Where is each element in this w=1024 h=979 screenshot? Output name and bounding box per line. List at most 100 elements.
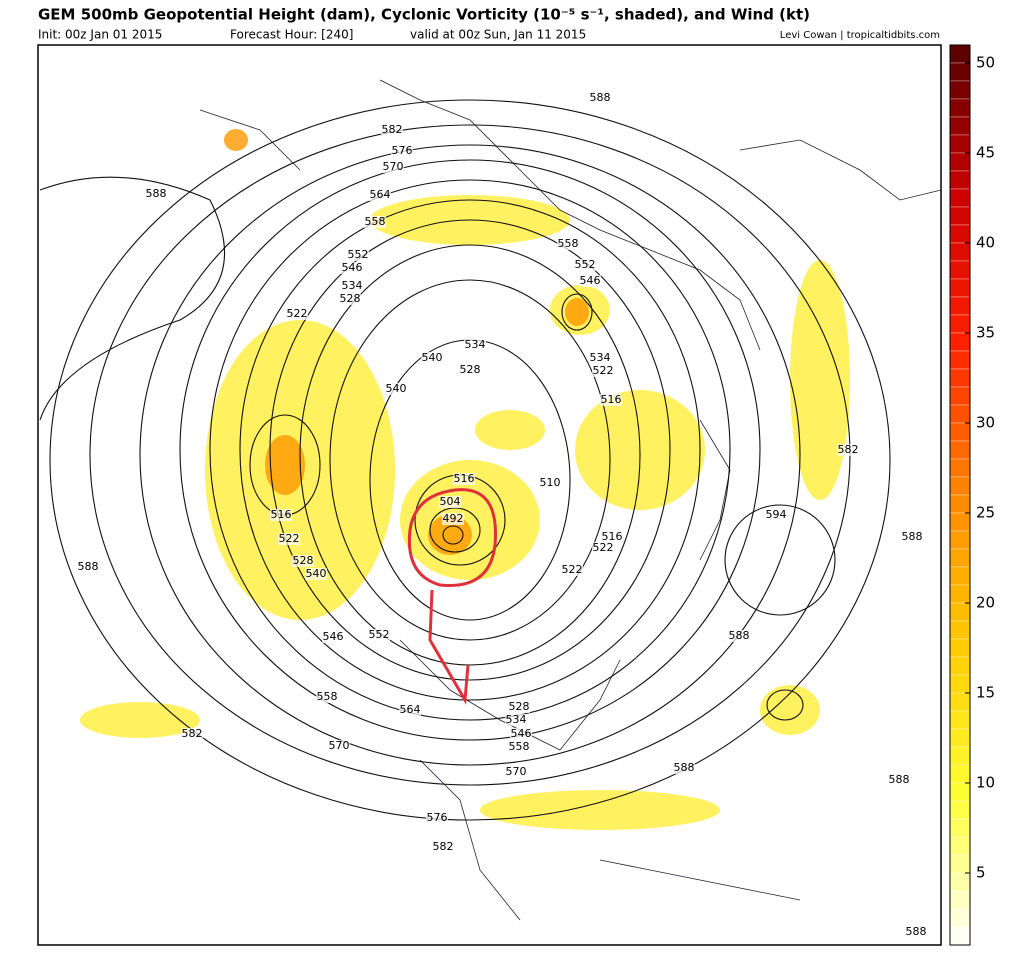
colorbar-step bbox=[949, 926, 971, 946]
title: GEM 500mb Geopotential Height (dam), Cyc… bbox=[38, 6, 810, 24]
label-bg bbox=[432, 841, 454, 853]
label-bg bbox=[382, 161, 404, 173]
credit: Levi Cowan | tropicaltidbits.com bbox=[780, 30, 940, 41]
contour-label: 570 bbox=[383, 160, 404, 173]
colorbar-step bbox=[949, 818, 971, 838]
label-bg bbox=[600, 394, 622, 406]
contour-label: 558 bbox=[365, 215, 386, 228]
colorbar-step bbox=[949, 314, 971, 334]
contour-label: 504 bbox=[440, 495, 461, 508]
contour-label: 576 bbox=[392, 144, 413, 157]
contour-label: 534 bbox=[590, 351, 611, 364]
label-bg bbox=[322, 631, 344, 643]
colorbar-step bbox=[949, 746, 971, 766]
contour-label: 528 bbox=[460, 363, 481, 376]
label-bg bbox=[347, 249, 369, 261]
contour-label: 588 bbox=[590, 91, 611, 104]
contour-label: 546 bbox=[342, 261, 363, 274]
label-bg bbox=[328, 740, 350, 752]
contour-label: 510 bbox=[540, 476, 561, 489]
contour-label: 588 bbox=[889, 773, 910, 786]
colorbar-step bbox=[949, 278, 971, 298]
label-bg bbox=[673, 762, 695, 774]
colorbar-step bbox=[949, 566, 971, 586]
label-bg bbox=[508, 701, 530, 713]
contour-label: 546 bbox=[323, 630, 344, 643]
contour-label: 534 bbox=[506, 713, 527, 726]
colorbar-tick-label: 45 bbox=[976, 144, 995, 162]
colorbar-step bbox=[949, 530, 971, 550]
contour-label: 576 bbox=[427, 811, 448, 824]
height-contours bbox=[39, 99, 891, 821]
colorbar-tick-label: 35 bbox=[976, 324, 995, 342]
contour-label: 552 bbox=[348, 248, 369, 261]
label-bg bbox=[77, 561, 99, 573]
label-bg bbox=[561, 564, 583, 576]
colorbar-step bbox=[949, 638, 971, 658]
contour-label: 588 bbox=[78, 560, 99, 573]
colorbar-step bbox=[949, 620, 971, 640]
map: 5885825765705645585525465345285225885585… bbox=[37, 44, 942, 946]
label-bg bbox=[385, 383, 407, 395]
label-bg bbox=[421, 352, 443, 364]
label-bg bbox=[592, 542, 614, 554]
contour-label: 594 bbox=[766, 508, 787, 521]
contour-label: 522 bbox=[562, 563, 583, 576]
colorbar-step bbox=[949, 98, 971, 118]
colorbar-step bbox=[949, 692, 971, 712]
contour-label: 528 bbox=[340, 292, 361, 305]
label-bg bbox=[888, 774, 910, 786]
label-bg bbox=[391, 145, 413, 157]
contour-label: 552 bbox=[575, 258, 596, 271]
colorbar-step bbox=[949, 800, 971, 820]
colorbar-step bbox=[949, 836, 971, 856]
contour-label: 540 bbox=[422, 351, 443, 364]
label-bg bbox=[442, 513, 464, 525]
label-bg bbox=[589, 352, 611, 364]
colorbar-step bbox=[949, 152, 971, 172]
colorbar-tick-label: 20 bbox=[976, 594, 995, 612]
contour-label: 546 bbox=[580, 274, 601, 287]
colorbar-step bbox=[949, 224, 971, 244]
contour-label: 582 bbox=[182, 727, 203, 740]
contour-label: 522 bbox=[593, 541, 614, 554]
label-bg bbox=[270, 509, 292, 521]
colorbar-step bbox=[949, 890, 971, 910]
colorbar-step bbox=[949, 260, 971, 280]
contour-label: 588 bbox=[906, 925, 927, 938]
label-bg bbox=[579, 275, 601, 287]
contour-label: 516 bbox=[602, 530, 623, 543]
colorbar-step bbox=[949, 908, 971, 928]
label-bg bbox=[369, 189, 391, 201]
label-bg bbox=[901, 531, 923, 543]
label-bg bbox=[316, 691, 338, 703]
label-bg bbox=[728, 630, 750, 642]
label-bg bbox=[574, 259, 596, 271]
contour-label: 588 bbox=[902, 530, 923, 543]
label-bg bbox=[592, 365, 614, 377]
contour-label: 522 bbox=[593, 364, 614, 377]
colorbar-step bbox=[949, 440, 971, 460]
colorbar-step bbox=[949, 80, 971, 100]
label-bg bbox=[508, 741, 530, 753]
contour-label: 540 bbox=[306, 567, 327, 580]
contour-label: 570 bbox=[329, 739, 350, 752]
label-bg bbox=[305, 568, 327, 580]
label-bg bbox=[439, 496, 461, 508]
colorbar-step bbox=[949, 584, 971, 604]
colorbar-step bbox=[949, 332, 971, 352]
colorbar-step bbox=[949, 728, 971, 748]
contour-label: 588 bbox=[674, 761, 695, 774]
colorbar-tick-label: 10 bbox=[976, 774, 995, 792]
contour-label: 552 bbox=[369, 628, 390, 641]
colorbar-tick-label: 40 bbox=[976, 234, 995, 252]
label-bg bbox=[837, 444, 859, 456]
contour-label: 534 bbox=[342, 279, 363, 292]
colorbar-tick-label: 30 bbox=[976, 414, 995, 432]
colorbar-step bbox=[949, 872, 971, 892]
colorbar-step bbox=[949, 296, 971, 316]
label-bg bbox=[905, 926, 927, 938]
contour-label: 546 bbox=[511, 727, 532, 740]
init: Init: 00z Jan 01 2015 bbox=[38, 28, 162, 42]
contour-labels: 5885825765705645585525465345285225885585… bbox=[77, 91, 927, 938]
